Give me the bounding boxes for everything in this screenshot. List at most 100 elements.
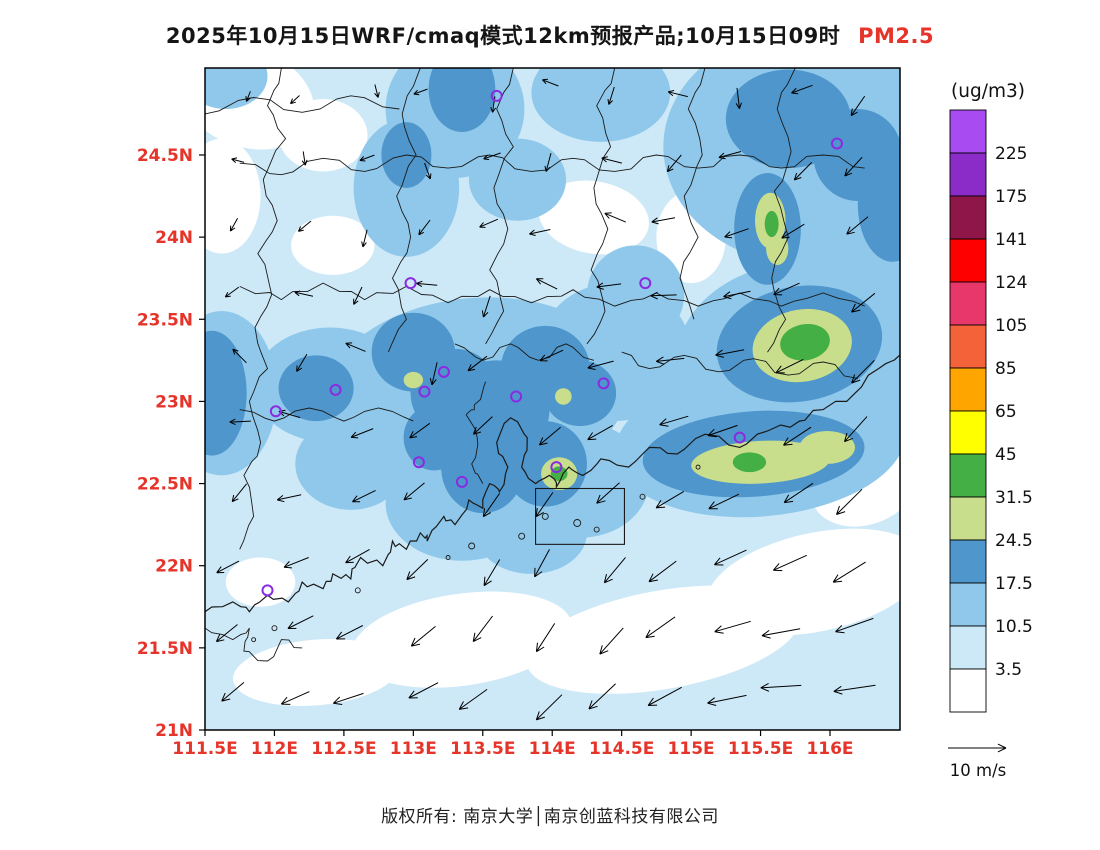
wind-arrow bbox=[221, 682, 245, 702]
province-boundary bbox=[621, 351, 858, 379]
wind-arrow bbox=[479, 218, 499, 228]
contour-blob bbox=[351, 591, 573, 688]
island-outline bbox=[518, 532, 526, 540]
contour-blob bbox=[799, 430, 856, 464]
contour-blob bbox=[531, 68, 671, 142]
island-outline bbox=[695, 464, 701, 470]
contour-blob bbox=[732, 452, 767, 473]
colorbar-label: 3.5 bbox=[995, 660, 1022, 680]
station-marker bbox=[437, 365, 450, 378]
wind-arrow bbox=[539, 349, 564, 362]
page-title: 2025年10月15日WRF/cmaq模式12km预报产品;10月15日09时 … bbox=[0, 20, 1100, 50]
wind-arrow bbox=[276, 494, 302, 503]
wind-arrow bbox=[416, 280, 438, 288]
wind-arrow bbox=[714, 620, 751, 634]
province-boundary bbox=[679, 68, 706, 320]
colorbar-cell bbox=[949, 238, 987, 283]
station-marker bbox=[490, 89, 503, 102]
wind-arrow bbox=[403, 482, 425, 501]
wind-arrow bbox=[655, 356, 685, 365]
wind-arrow bbox=[231, 157, 245, 163]
x-tick-label: 114.5E bbox=[589, 739, 654, 759]
wind-arrow bbox=[596, 282, 622, 290]
wind-arrow bbox=[833, 684, 876, 695]
wind-arrow bbox=[735, 87, 742, 109]
wind-arrow bbox=[374, 84, 380, 98]
station-marker bbox=[733, 431, 746, 444]
x-tick-label: 112.5E bbox=[311, 739, 376, 759]
wind-arrow bbox=[760, 682, 802, 692]
wind-arrow bbox=[410, 626, 436, 647]
province-boundary bbox=[239, 68, 287, 550]
title-text: 2025年10月15日WRF/cmaq模式12km预报产品;10月15日09时 bbox=[165, 24, 841, 48]
wind-arrow bbox=[232, 348, 247, 364]
wind-arrow bbox=[599, 627, 624, 655]
colorbar-cell bbox=[949, 410, 987, 455]
wind-arrow bbox=[352, 489, 376, 503]
x-tick-label: 115.5E bbox=[728, 739, 793, 759]
title-pollutant: PM2.5 bbox=[858, 24, 935, 48]
y-tick-label: 21.5N bbox=[137, 639, 193, 659]
wind-arrow bbox=[761, 628, 801, 639]
wind-arrow bbox=[587, 360, 614, 370]
island-outline bbox=[354, 587, 361, 594]
contour-blob bbox=[468, 138, 567, 221]
contour-blob bbox=[586, 245, 685, 344]
wind-arrow bbox=[667, 90, 688, 98]
x-tick-label: 113E bbox=[390, 739, 437, 759]
colorbar-cell bbox=[949, 367, 987, 412]
wind-arrow bbox=[482, 493, 501, 518]
wind-arrow bbox=[467, 355, 488, 372]
station-marker bbox=[418, 385, 431, 398]
wind-arrow bbox=[846, 216, 869, 235]
wind-arrow bbox=[483, 152, 501, 161]
wind-vector-layer bbox=[215, 78, 876, 721]
wind-arrow bbox=[215, 624, 238, 643]
contour-blob bbox=[555, 388, 572, 405]
wind-arrow bbox=[647, 686, 682, 706]
wind-arrow bbox=[361, 229, 368, 248]
x-tick-label: 115E bbox=[668, 739, 715, 759]
wind-arrow bbox=[844, 416, 868, 443]
wind-arrow bbox=[645, 616, 676, 639]
contour-blob bbox=[706, 528, 900, 636]
x-tick-label: 112E bbox=[251, 739, 298, 759]
province-boundary bbox=[465, 414, 484, 484]
wind-arrow bbox=[607, 86, 615, 105]
wind-arrow bbox=[429, 362, 438, 386]
colorbar-title: (ug/m3) bbox=[951, 81, 1025, 102]
axes: 111.5E 112E 112.5E 113E 113.5E 114E 114.5E 115E… bbox=[137, 67, 901, 759]
x-tick-label: 114E bbox=[529, 739, 576, 759]
x-tick-label: 116E bbox=[806, 739, 853, 759]
wind-arrow bbox=[659, 415, 689, 427]
contour-blob bbox=[543, 360, 617, 427]
wind-legend-label: 10 m/s bbox=[950, 761, 1006, 780]
y-tick-label: 22.5N bbox=[137, 475, 193, 495]
wind-arrow bbox=[418, 219, 431, 236]
wind-arrow bbox=[650, 291, 677, 300]
contour-blob bbox=[614, 335, 740, 435]
wind-arrow bbox=[332, 692, 364, 705]
colorbar-cell bbox=[949, 668, 987, 713]
wind-arrow bbox=[836, 488, 863, 515]
wind-arrow bbox=[409, 422, 431, 439]
wind-arrow bbox=[472, 416, 493, 435]
wind-arrow bbox=[601, 156, 623, 164]
wind-arrow bbox=[287, 615, 314, 629]
wind-arrow bbox=[718, 151, 742, 160]
boundary-layer bbox=[205, 68, 900, 662]
colorbar-label: 85 bbox=[995, 359, 1017, 379]
wind-arrow bbox=[724, 228, 749, 239]
wind-arrow bbox=[604, 212, 626, 223]
colorbar-label: 31.5 bbox=[995, 488, 1033, 508]
y-tick-label: 21N bbox=[155, 721, 193, 741]
wind-arrow bbox=[783, 482, 814, 504]
wind-arrow bbox=[832, 561, 866, 583]
station-marker bbox=[550, 461, 563, 474]
wind-arrow bbox=[655, 490, 685, 509]
wind-arrow bbox=[708, 493, 740, 510]
wind-arrow bbox=[781, 223, 805, 239]
contour-blob bbox=[225, 557, 296, 607]
wind-arrow bbox=[350, 428, 374, 439]
